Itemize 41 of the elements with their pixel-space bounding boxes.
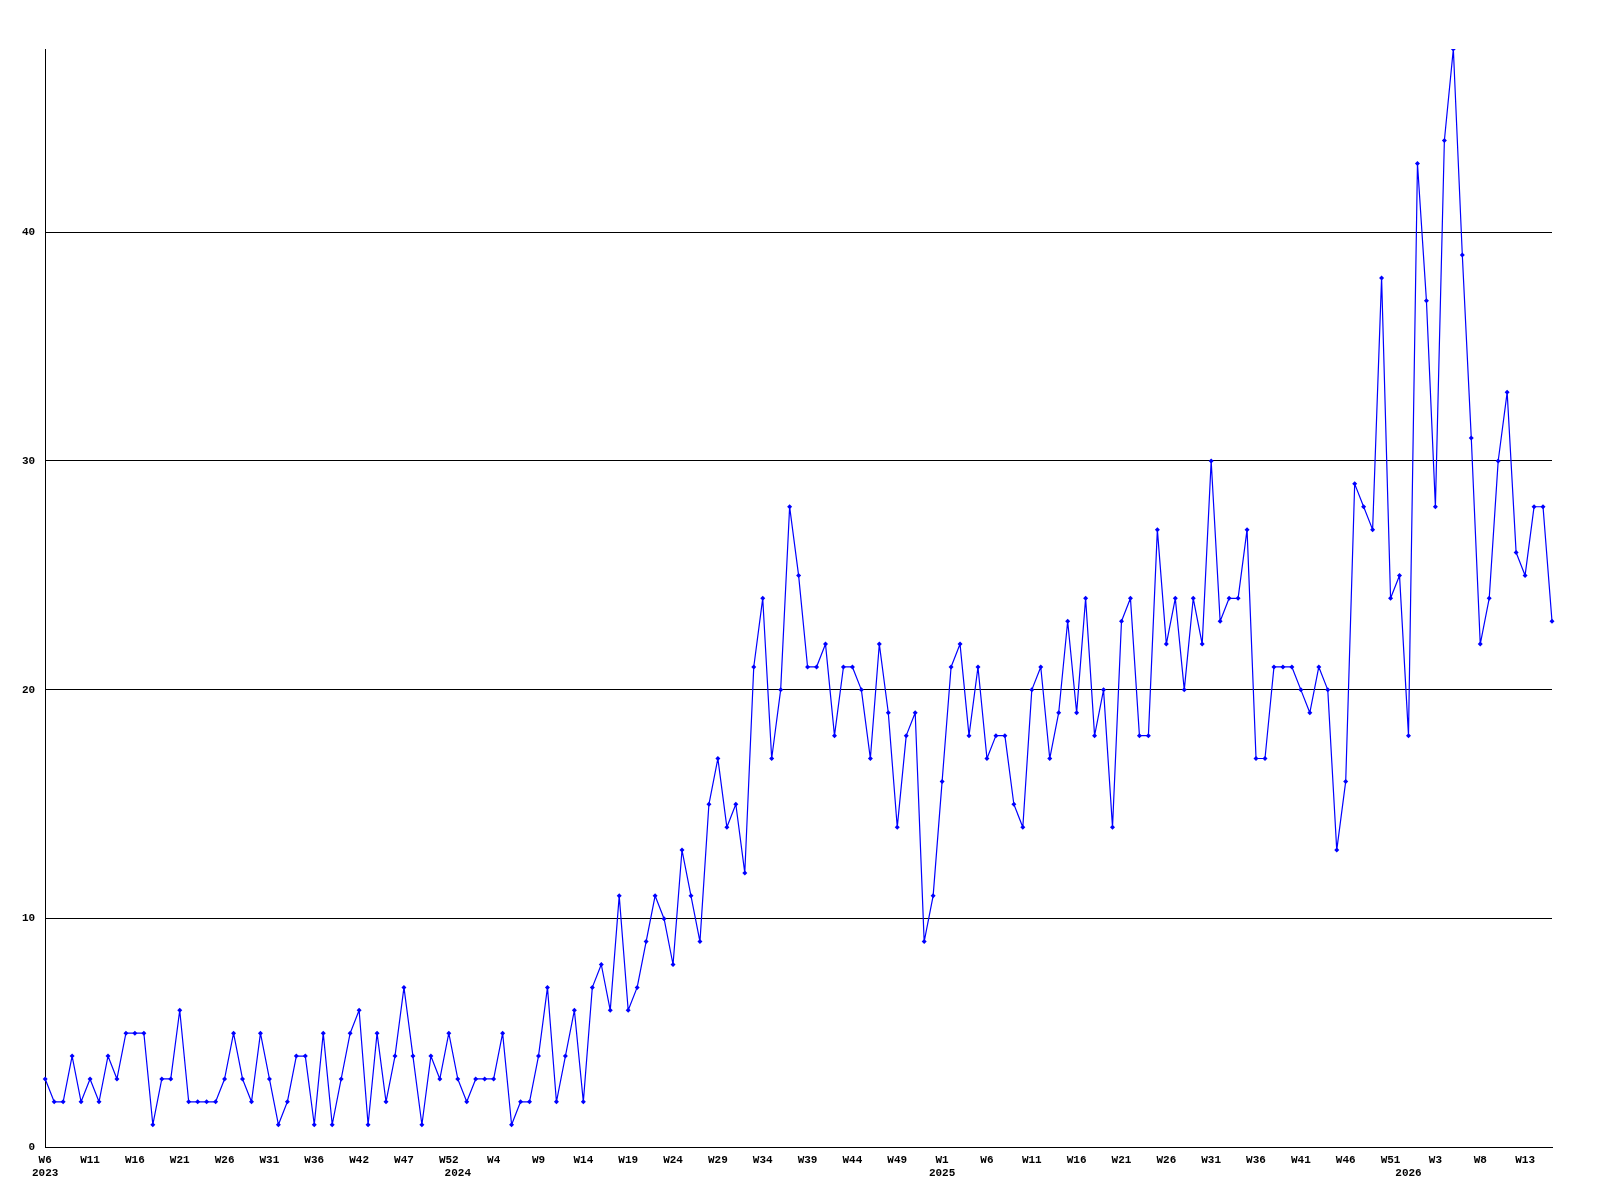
x-tick-label: W41 <box>1290 1153 1312 1166</box>
y-tick-label: 10 <box>22 912 36 925</box>
x-tick-label: W31 <box>1201 1153 1222 1166</box>
x-tick-label: W51 <box>1380 1153 1401 1166</box>
x-tick-label: W14 <box>573 1153 594 1166</box>
x-tick-label: W11 <box>1021 1153 1043 1166</box>
y-tick-label: 0 <box>28 1141 36 1154</box>
x-tick-label: 2024 <box>444 1167 472 1180</box>
x-tick-label: W52 <box>438 1153 459 1166</box>
x-tick-label: W16 <box>1066 1153 1087 1166</box>
x-tick-label: W39 <box>797 1153 818 1166</box>
x-tick-label: 2026 <box>1395 1167 1422 1180</box>
x-tick-label: W1 2025 <box>928 1153 956 1180</box>
x-tick-label: W16 <box>124 1153 145 1166</box>
x-tick-label: W49 <box>887 1153 908 1166</box>
x-tick-label: W24 <box>663 1153 684 1166</box>
x-tick-label: W6 2023 <box>32 1153 59 1180</box>
x-tick-label: W36 <box>1246 1153 1266 1166</box>
x-tick-label: W26 <box>1156 1153 1177 1166</box>
x-tick-label: W13 <box>1515 1153 1536 1166</box>
x-tick-label: W36 <box>304 1153 325 1166</box>
x-tick-label: W46 <box>1335 1153 1356 1166</box>
y-tick-label: 40 <box>22 225 36 238</box>
x-tick-label: W31 <box>259 1153 280 1166</box>
x-tick-label: W19 <box>618 1153 639 1166</box>
x-tick-label: W11 <box>80 1153 101 1166</box>
y-tick-label: 30 <box>22 454 36 467</box>
y-tick-label: 20 <box>22 683 36 696</box>
x-tick-label: W42 <box>349 1153 370 1166</box>
x-tick-label: W26 <box>214 1153 235 1166</box>
x-tick-label: W4 <box>487 1153 501 1166</box>
x-tick-label: W3 <box>1428 1153 1443 1166</box>
x-tick-label: W44 <box>842 1153 863 1166</box>
x-tick-label: W21 <box>1111 1153 1132 1166</box>
x-tick-label: W47 <box>394 1153 414 1166</box>
x-tick-label: W21 <box>169 1153 191 1166</box>
x-tick-label: W6 <box>980 1153 994 1166</box>
x-tick-label: W34 <box>752 1153 774 1166</box>
x-tick-label: W9 <box>531 1153 546 1166</box>
x-tick-label: W29 <box>707 1153 728 1166</box>
x-tick-label: W8 <box>1473 1153 1488 1166</box>
